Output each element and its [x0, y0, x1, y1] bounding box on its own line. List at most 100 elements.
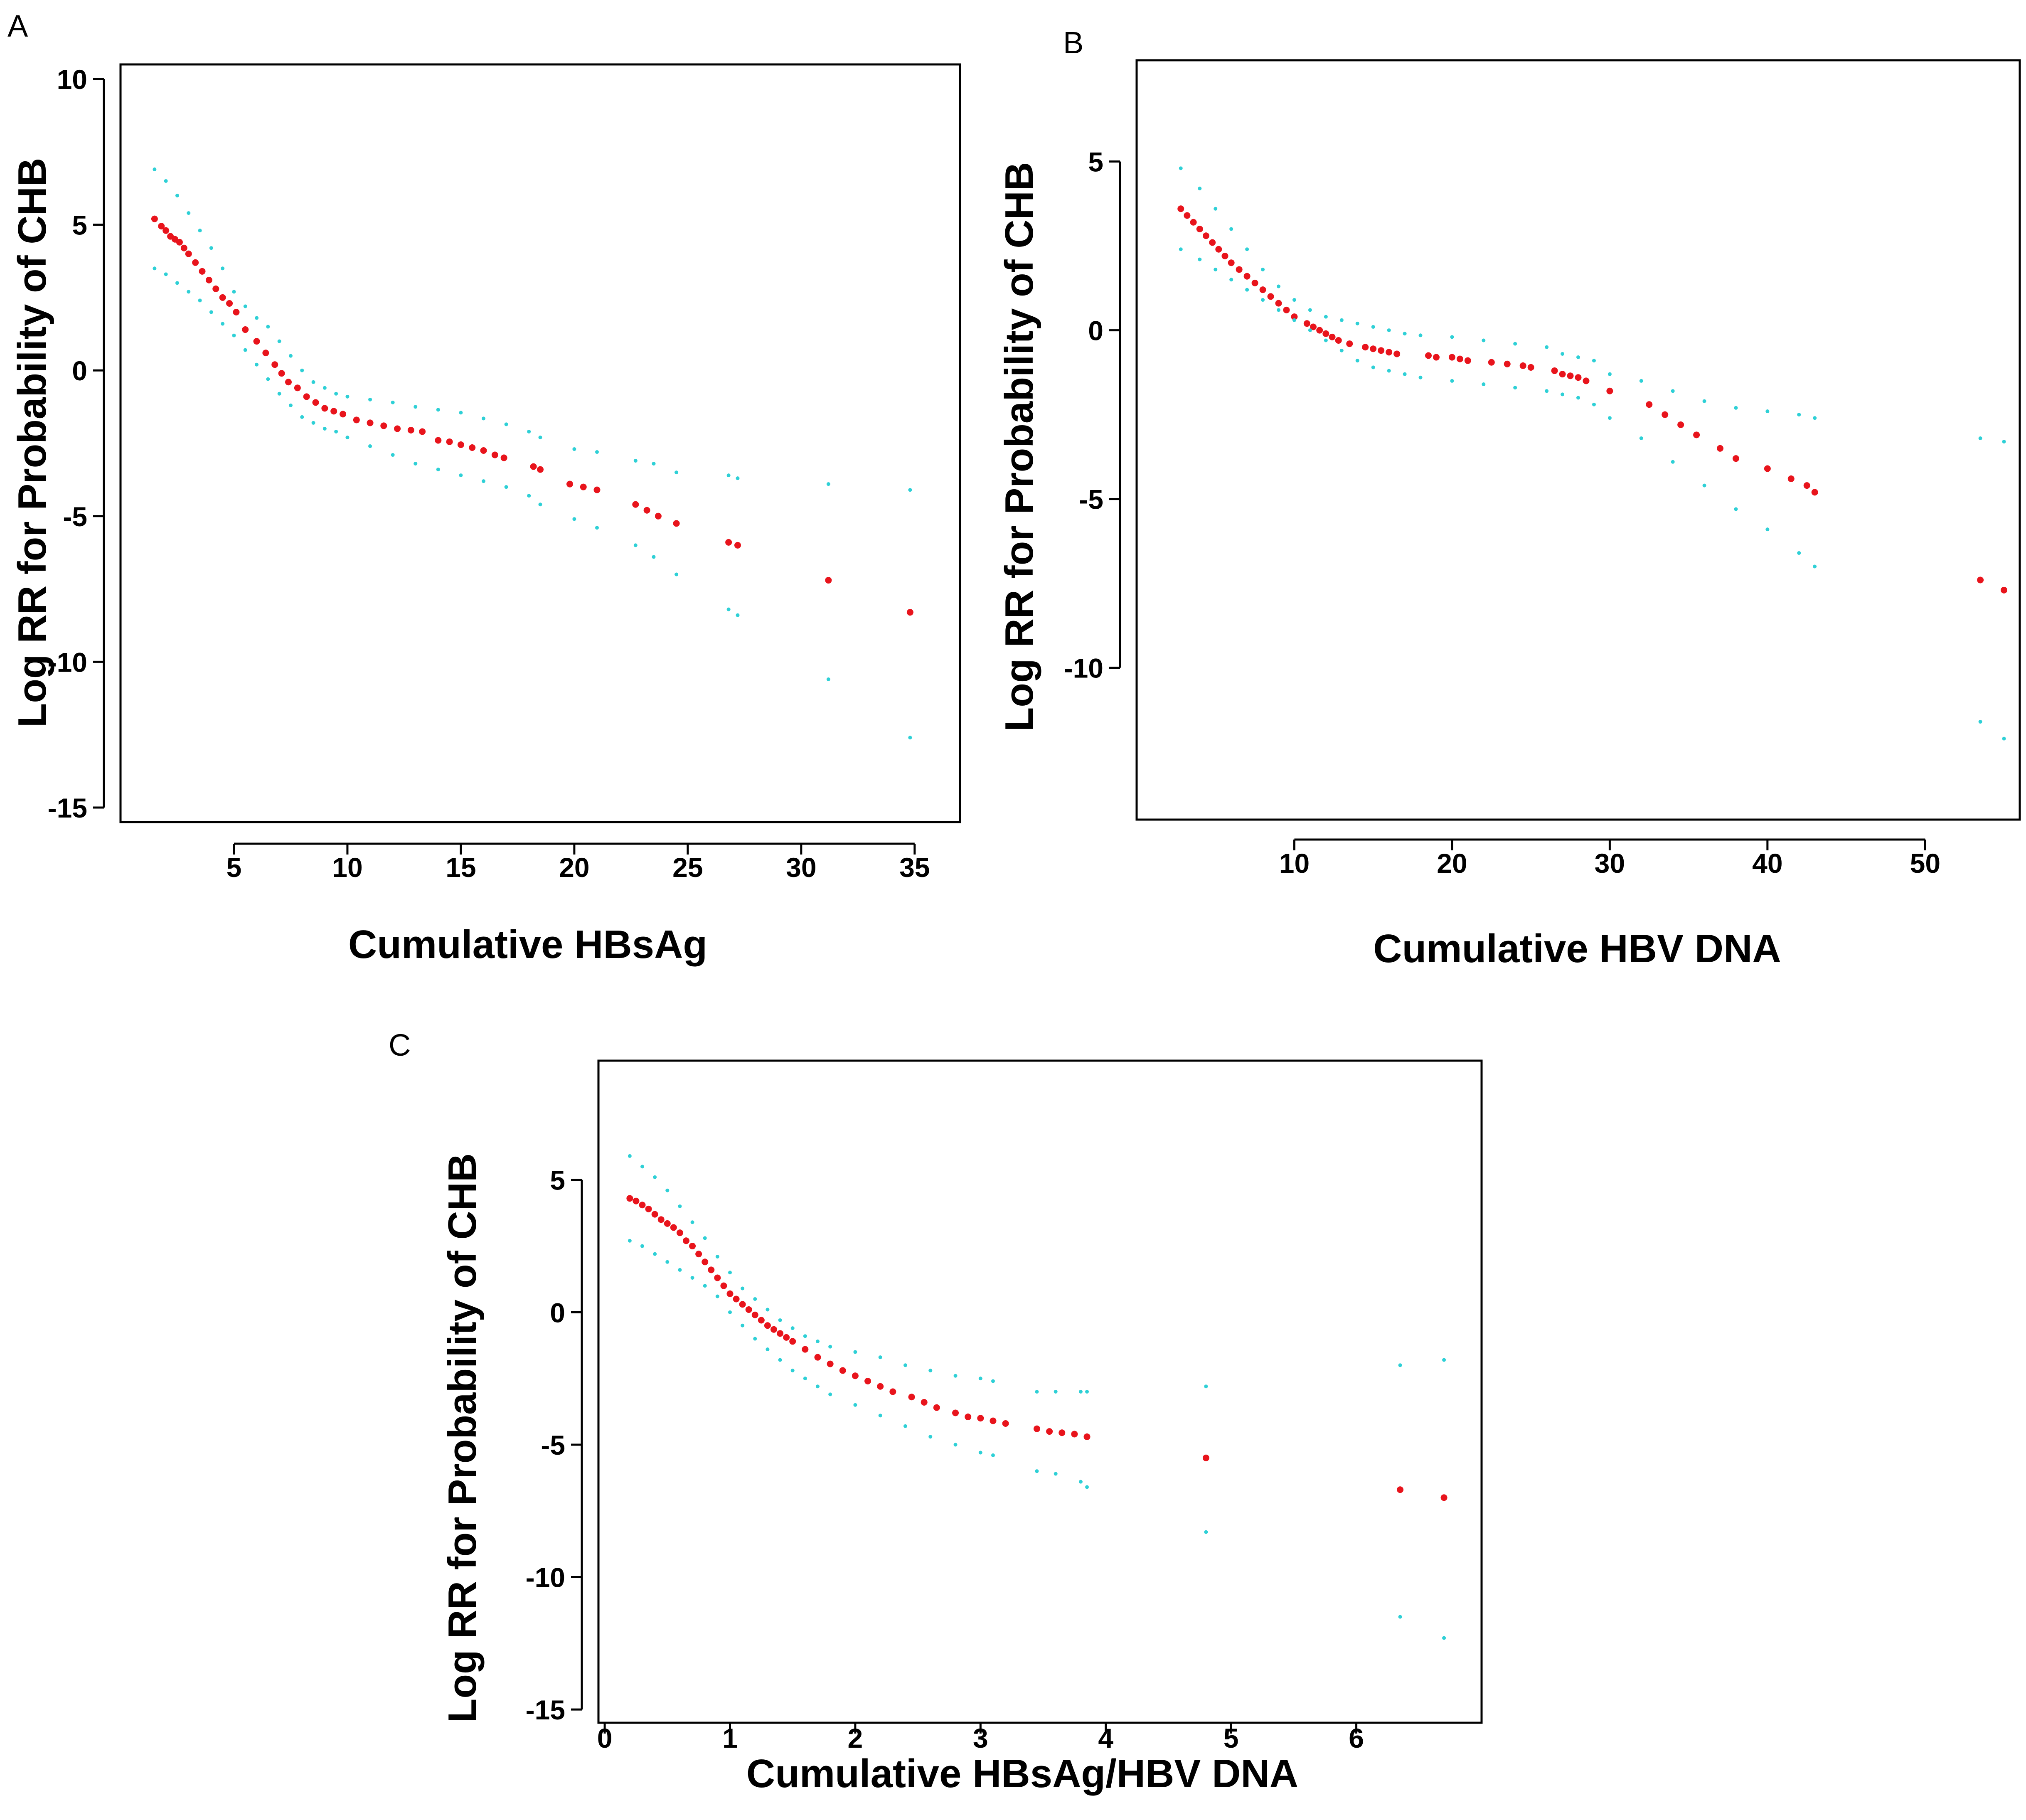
estimate-point: [192, 259, 199, 266]
series-estimate: [151, 215, 913, 616]
estimate-point: [1002, 1420, 1009, 1427]
estimate-point: [1243, 273, 1251, 280]
ci-point: [209, 310, 213, 314]
estimate-point: [242, 326, 249, 333]
estimate-point: [321, 405, 328, 412]
estimate-point: [789, 1338, 796, 1345]
ci-point: [1734, 406, 1738, 410]
estimate-point: [1177, 205, 1184, 212]
ci-point: [1639, 379, 1643, 383]
estimate-point: [1464, 357, 1471, 364]
ci-point: [665, 1188, 670, 1192]
ci-point: [164, 179, 168, 183]
estimate-point: [1567, 372, 1574, 379]
ci-point: [1355, 321, 1359, 325]
estimate-point: [1071, 1431, 1078, 1438]
ci-point: [1261, 267, 1265, 271]
estimate-point: [1190, 219, 1197, 226]
estimate-point: [1228, 259, 1235, 266]
ci-point: [300, 368, 304, 372]
ci-point: [928, 1369, 933, 1373]
estimate-point: [212, 285, 219, 292]
estimate-point: [1329, 333, 1336, 340]
estimate-point: [633, 1197, 640, 1204]
ci-point: [1179, 166, 1183, 170]
ci-point: [675, 470, 679, 475]
ci-point: [1085, 1390, 1089, 1394]
x-tick-label: 1: [722, 1723, 738, 1754]
estimate-point: [158, 223, 165, 230]
estimate-point: [952, 1409, 959, 1416]
ci-point: [504, 422, 508, 426]
series-ci-lower: [153, 266, 912, 740]
estimate-point: [199, 268, 206, 275]
ci-point: [1355, 359, 1359, 363]
estimate-point: [1732, 455, 1739, 462]
ci-point: [266, 325, 270, 329]
plot-frame: [119, 63, 961, 823]
estimate-point: [1811, 489, 1818, 496]
ci-point: [736, 613, 740, 617]
estimate-point: [864, 1378, 871, 1385]
ci-point: [878, 1355, 882, 1359]
estimate-point: [285, 379, 292, 386]
estimate-point: [1662, 411, 1669, 418]
estimate-point: [380, 422, 387, 429]
ci-point: [1277, 308, 1281, 312]
ci-point: [414, 405, 418, 409]
ci-point: [1035, 1390, 1039, 1394]
ci-point: [753, 1337, 757, 1341]
estimate-point: [751, 1311, 758, 1318]
estimate-point: [839, 1367, 846, 1374]
estimate-point: [702, 1258, 709, 1266]
ci-point: [436, 408, 440, 412]
x-tick-label: 35: [899, 852, 930, 883]
ci-point: [1734, 507, 1738, 511]
estimate-point: [1646, 401, 1653, 408]
ci-point: [1978, 720, 1982, 724]
ci-point: [1671, 460, 1675, 464]
ci-point: [1576, 355, 1580, 360]
ci-point: [232, 333, 236, 337]
ci-point: [1371, 365, 1375, 369]
estimate-point: [262, 350, 269, 357]
ci-point: [978, 1451, 982, 1455]
ci-point: [527, 429, 531, 433]
estimate-point: [1202, 232, 1209, 239]
estimate-point: [739, 1301, 746, 1308]
x-tick-label: 30: [1595, 848, 1625, 879]
x-tick-label: 20: [1437, 848, 1467, 879]
estimate-point: [670, 1224, 677, 1231]
y-tick-label: 0: [72, 355, 87, 386]
estimate-point: [1456, 355, 1463, 362]
y-tick-label: 5: [550, 1165, 565, 1196]
ci-point: [778, 1358, 782, 1362]
estimate-point: [933, 1404, 940, 1411]
estimate-point: [764, 1322, 771, 1329]
ci-point: [1813, 416, 1817, 420]
chart-panel-c: C 5 0 -5 -10 -15 0 1 2 3 4 5 6 Log RR for Probability…: [389, 1028, 1483, 1796]
ci-point: [572, 517, 576, 521]
plot-frame: [1135, 59, 2021, 821]
ci-point: [1671, 389, 1675, 393]
estimate-point: [676, 1229, 683, 1236]
estimate-point: [906, 609, 913, 616]
estimate-point: [639, 1202, 646, 1209]
ci-point: [652, 555, 656, 559]
ci-point: [1450, 379, 1454, 383]
x-tick-label: 5: [1223, 1723, 1239, 1754]
ci-point: [1608, 416, 1612, 420]
ci-point: [953, 1443, 958, 1447]
estimate-point: [294, 384, 301, 392]
ci-point: [1513, 342, 1517, 346]
ci-point: [853, 1403, 857, 1407]
estimate-point: [1378, 347, 1385, 354]
x-axis-label: Cumulative HBsAg/HBV DNA: [746, 1751, 1298, 1796]
estimate-point: [469, 444, 476, 451]
ci-point: [459, 411, 463, 415]
ci-point: [953, 1374, 958, 1378]
ci-point: [311, 421, 315, 425]
ci-point: [1450, 335, 1454, 339]
